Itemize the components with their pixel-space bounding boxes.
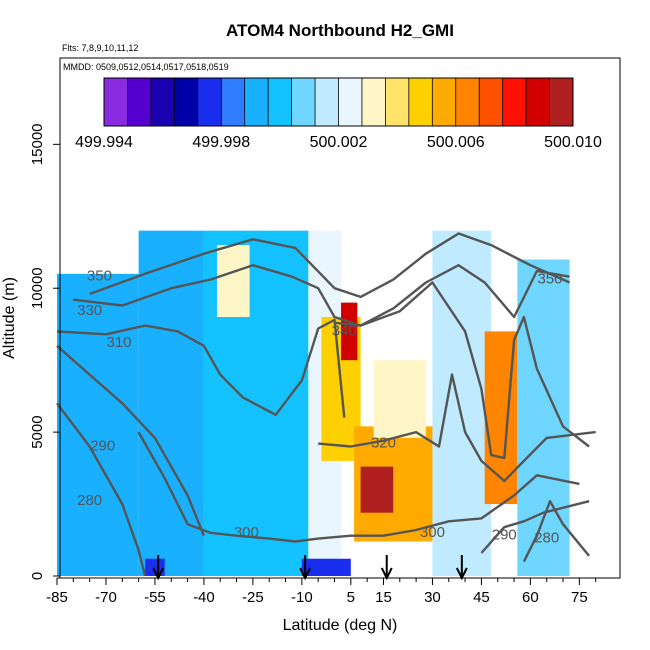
colorbar-segment: [174, 78, 199, 126]
colorbar-segment: [104, 78, 128, 126]
colorbar-segment: [268, 78, 293, 126]
colorbar-segment: [455, 78, 480, 126]
colorbar-segment: [127, 78, 152, 126]
chart-title: ATOM4 Northbound H2_GMI: [226, 21, 454, 40]
contour-label: 280: [534, 530, 559, 547]
contour-label: 280: [77, 492, 102, 509]
contour-label: 290: [492, 527, 517, 544]
contour-line-280: [522, 500, 591, 563]
colorbar-segment: [315, 78, 339, 126]
contour-label: 320: [371, 435, 396, 452]
colorbar-segment: [338, 78, 363, 126]
colorbar-segment: [549, 78, 574, 126]
contour-label: 330: [77, 302, 102, 319]
x-tick-label: 5: [347, 589, 355, 606]
x-tick-label: -85: [46, 589, 68, 606]
colorbar-segment: [291, 78, 316, 126]
colorbar-tick-label: 500.010: [544, 134, 602, 151]
y-tick-label: 0: [29, 572, 46, 580]
colorbar-tick-label: 499.994: [75, 134, 133, 151]
field-cell: [341, 302, 358, 361]
y-tick-label: 10000: [29, 267, 46, 309]
colorbar-segment: [479, 78, 504, 126]
contour-line-310: [56, 318, 346, 418]
contour-label: 310: [107, 334, 132, 351]
contour-label: 340: [332, 322, 357, 339]
contour-line-290: [56, 344, 206, 537]
colorbar-segment: [361, 78, 386, 126]
x-tick-label: -55: [144, 589, 166, 606]
field-cell: [216, 245, 250, 317]
field-cell: [145, 558, 165, 576]
contour-line-280: [56, 402, 147, 577]
colorbar-segment: [197, 78, 222, 126]
contour-label: 350: [537, 271, 562, 288]
colorbar-tick-label: 499.998: [192, 134, 250, 151]
y-axis: 0 5000 10000 15000: [29, 123, 61, 580]
field-cell: [360, 466, 394, 513]
field-cell: [301, 558, 351, 576]
y-tick-label: 15000: [29, 123, 46, 165]
x-tick-label: 75: [571, 589, 588, 606]
y-tick-label: 5000: [29, 415, 46, 448]
contour-labels: 350 330 310 340 320 300 300 290 280 290 280 350: [77, 268, 562, 547]
contour-label: 290: [90, 437, 115, 454]
contour-line-290: [480, 500, 590, 554]
contour-line-300: [137, 431, 580, 543]
contour-line-340: [334, 281, 590, 460]
x-tick-label: 60: [522, 589, 539, 606]
colorbar-tick-label: 500.006: [427, 134, 485, 151]
y-axis-label: Altitude (m): [1, 277, 18, 359]
contour-line-320: [318, 373, 596, 483]
flights-label: Flts: 7,8,9,10,11,12: [62, 43, 138, 53]
colorbar-tick-label: 500.002: [310, 134, 368, 151]
contour-line-330: [73, 264, 570, 327]
colorbar-segment: [385, 78, 410, 126]
colorbar-segment: [502, 78, 527, 126]
temperature-contours: [56, 232, 596, 577]
colorbar-segment: [150, 78, 175, 126]
x-tick-label: 15: [375, 589, 392, 606]
contour-label: 300: [234, 524, 259, 541]
contour-line-350: [89, 232, 571, 299]
concentration-field: [57, 230, 570, 576]
field-cell: [517, 259, 570, 576]
field-cell: [57, 273, 139, 576]
x-tick-label: -70: [95, 589, 117, 606]
x-axis: -85 -70 -55 -40 -25 -10 5 15 30 45 60 75: [46, 577, 597, 606]
x-axis-label: Latitude (deg N): [283, 617, 398, 634]
x-tick-label: -10: [291, 589, 313, 606]
colorbar-segment: [244, 78, 269, 126]
colorbar-segment: [432, 78, 457, 126]
contour-label: 300: [420, 524, 445, 541]
field-cell: [373, 360, 426, 438]
colorbar-frame: [103, 77, 574, 127]
colorbar-segment: [526, 78, 551, 126]
x-tick-label: -25: [242, 589, 264, 606]
flight-markers: [152, 555, 468, 581]
colorbar-segment: [221, 78, 246, 126]
x-tick-label: -40: [193, 589, 215, 606]
contour-label: 350: [87, 268, 112, 285]
x-tick-label: 30: [424, 589, 441, 606]
colorbar: 499.994 499.998 500.002 500.006 500.010: [75, 77, 602, 151]
x-tick-label: 45: [473, 589, 490, 606]
colorbar-segment: [408, 78, 433, 126]
dates-label: MMDD: 0509,0512,0514,0517,0518,0519: [63, 62, 229, 72]
